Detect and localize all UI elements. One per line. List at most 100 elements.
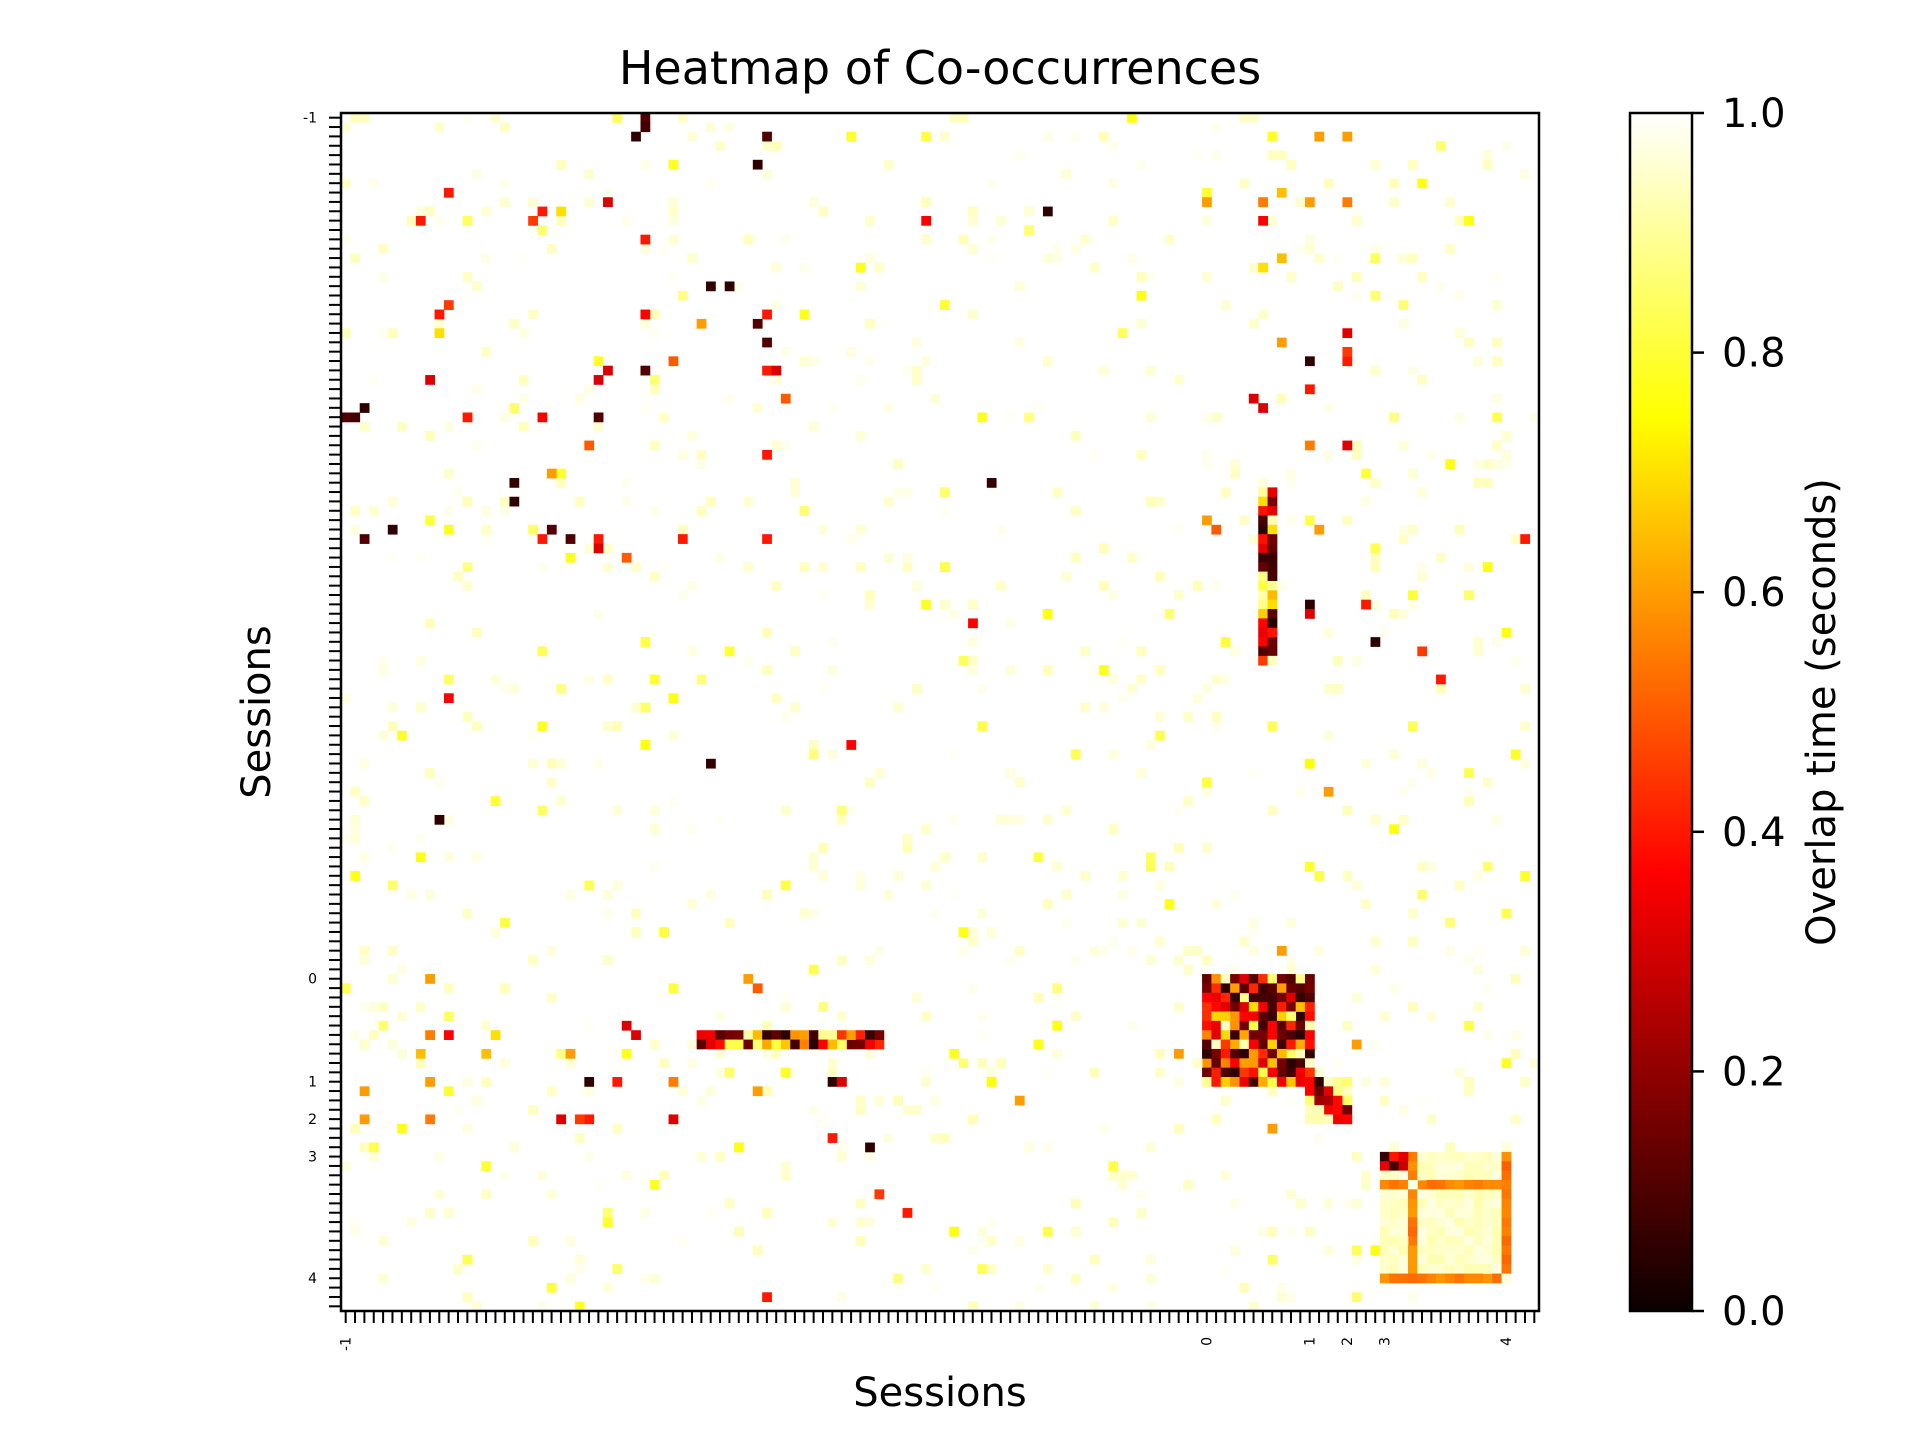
heatmap-cell [1482, 1245, 1493, 1256]
heatmap-cell [556, 206, 567, 217]
heatmap-cell [1305, 384, 1315, 395]
heatmap-cell [1417, 1170, 1428, 1181]
heatmap-cell [1295, 1020, 1306, 1031]
heatmap-cell [462, 1292, 473, 1303]
heatmap-cell [743, 974, 754, 984]
heatmap-cell [1211, 992, 1222, 1003]
heatmap-cell [1407, 1179, 1418, 1190]
heatmap-cell [1136, 1189, 1147, 1200]
heatmap-cell [1258, 627, 1268, 638]
heatmap-cell [724, 1067, 735, 1078]
heatmap-cell [1305, 599, 1315, 610]
heatmap-cell [1351, 1039, 1362, 1050]
heatmap-cell [1211, 983, 1222, 994]
y-tick-label: 3 [308, 1150, 317, 1166]
heatmap-cell [986, 253, 997, 264]
heatmap-cell [940, 131, 950, 142]
heatmap-cell [612, 721, 623, 732]
heatmap-cell [1482, 861, 1493, 872]
heatmap-cell [921, 824, 932, 835]
heatmap-cell [1267, 506, 1278, 516]
heatmap-cell [1239, 974, 1250, 984]
heatmap-cell [434, 1151, 445, 1162]
heatmap-cell [546, 1282, 557, 1293]
heatmap-cell [1108, 1282, 1119, 1293]
heatmap-cell [1454, 1273, 1465, 1284]
heatmap-cell [359, 534, 370, 544]
heatmap-cell [977, 1236, 988, 1246]
heatmap-cell [1267, 992, 1278, 1003]
heatmap-cell [1099, 131, 1109, 142]
heatmap-cell [1407, 599, 1418, 610]
heatmap-cell [1464, 955, 1474, 966]
heatmap-cell [593, 609, 604, 619]
heatmap-cell [1417, 861, 1428, 872]
heatmap-cell [687, 824, 698, 835]
heatmap-cell [874, 1039, 885, 1050]
heatmap-cell [958, 945, 969, 956]
heatmap-cell [837, 1077, 847, 1087]
heatmap-cell [818, 1114, 829, 1125]
heatmap-cell [1211, 1039, 1222, 1050]
heatmap-cell [668, 215, 679, 226]
heatmap-cell [762, 889, 772, 900]
heatmap-cell [1361, 1077, 1371, 1087]
heatmap-cell [1510, 655, 1521, 666]
heatmap-cell [1389, 749, 1400, 760]
heatmap-cell [1108, 674, 1119, 685]
heatmap-cell [1267, 974, 1278, 984]
x-tick-label: 2 [1340, 1337, 1356, 1346]
heatmap-cell [1370, 290, 1381, 301]
chart-title: Heatmap of Co-occurrences [619, 41, 1261, 95]
heatmap-cell [921, 1011, 932, 1022]
heatmap-cell [949, 609, 960, 619]
heatmap-cell [1389, 1208, 1400, 1218]
heatmap-cell [706, 178, 716, 189]
heatmap-cell [724, 1198, 735, 1209]
heatmap-cell [696, 459, 707, 470]
heatmap-cell [1305, 440, 1315, 451]
heatmap-cell [1407, 1226, 1418, 1237]
heatmap-cell [1042, 356, 1053, 367]
heatmap-cell [724, 1039, 735, 1050]
heatmap-cell [462, 562, 473, 573]
heatmap-cell [574, 1301, 585, 1312]
heatmap-cell [1286, 1048, 1297, 1059]
heatmap-cell [1351, 206, 1362, 217]
heatmap-cell [752, 159, 763, 170]
heatmap-cell [1323, 449, 1334, 460]
heatmap-cell [1501, 431, 1512, 441]
heatmap-cell [930, 1282, 941, 1293]
heatmap-cell [1230, 889, 1240, 900]
heatmap-cell [659, 1170, 669, 1181]
heatmap-cell [921, 197, 932, 207]
heatmap-cell [808, 749, 819, 760]
heatmap-cell [425, 1208, 435, 1218]
heatmap-cell [1426, 1011, 1437, 1022]
heatmap-cell [724, 281, 735, 292]
heatmap-cell [1220, 674, 1231, 685]
heatmap-cell [818, 206, 829, 217]
heatmap-cell [837, 814, 847, 825]
heatmap-cell [715, 1030, 726, 1040]
heatmap-cell [1052, 487, 1063, 498]
heatmap-cell [462, 1077, 473, 1087]
heatmap-cell [1342, 1198, 1353, 1209]
heatmap-cell [1258, 1226, 1268, 1237]
heatmap-cell [1445, 1189, 1456, 1200]
heatmap-cell [490, 927, 501, 938]
heatmap-cell [472, 281, 482, 292]
heatmap-cell [1407, 253, 1418, 264]
heatmap-cell [986, 1236, 997, 1246]
heatmap-cell [977, 683, 988, 694]
heatmap-cell [415, 552, 426, 563]
heatmap-cell [528, 215, 538, 226]
heatmap-cell [930, 1133, 941, 1143]
heatmap-cell [1211, 1058, 1222, 1069]
heatmap-cell [668, 197, 679, 207]
heatmap-cell [1436, 1170, 1446, 1181]
heatmap-cell [1239, 1077, 1250, 1087]
heatmap-cell [1230, 1002, 1240, 1012]
heatmap-cell [902, 843, 913, 853]
heatmap-cell [1398, 1105, 1409, 1115]
